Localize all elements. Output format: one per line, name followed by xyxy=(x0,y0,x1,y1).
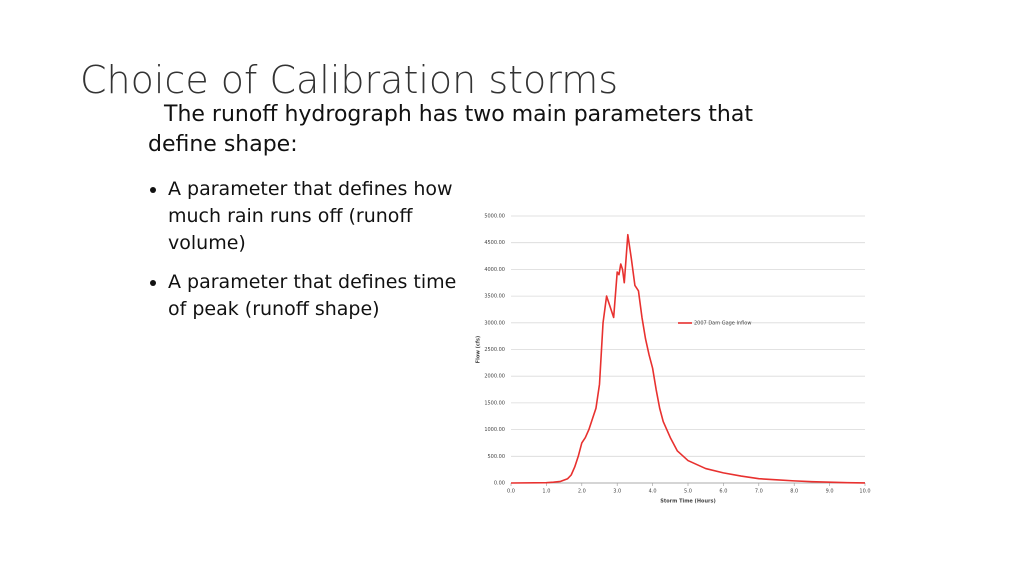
bullet: A parameter that defines how much rain r… xyxy=(168,176,458,257)
x-tick-label: 2.0 xyxy=(578,489,586,495)
x-tick-label: 3.0 xyxy=(613,489,621,495)
y-tick-label: 4500.00 xyxy=(484,240,505,246)
y-tick-label: 2500.00 xyxy=(484,347,505,353)
x-tick-label: 6.0 xyxy=(719,489,727,495)
y-tick-label: 3500.00 xyxy=(484,294,505,300)
x-tick-label: 1.0 xyxy=(542,489,550,495)
y-tick-label: 2000.00 xyxy=(484,374,505,380)
intro-text: The runoff hydrograph has two main param… xyxy=(148,102,753,157)
x-tick-label: 5.0 xyxy=(684,489,692,495)
y-tick-label: 3000.00 xyxy=(484,320,505,326)
slide-title: Choice of Calibration storms xyxy=(80,58,619,102)
bullet-list: A parameter that defines how much rain r… xyxy=(148,176,458,335)
y-tick-label: 500.00 xyxy=(488,454,506,460)
legend-label: 2007 Dam Gage Inflow xyxy=(694,321,751,327)
y-tick-label: 5000.00 xyxy=(484,214,505,220)
data-line xyxy=(510,233,866,484)
y-tick-label: 0.00 xyxy=(494,481,505,487)
bullet: A parameter that defines time of peak (r… xyxy=(168,269,458,323)
x-tick-label: 7.0 xyxy=(755,489,763,495)
y-tick-label: 1500.00 xyxy=(484,400,505,406)
y-tick-label: 1000.00 xyxy=(484,427,505,433)
y-tick-label: 4000.00 xyxy=(484,267,505,273)
x-tick-label: 8.0 xyxy=(790,489,798,495)
x-tick-label: 10.0 xyxy=(859,489,870,495)
y-axis-label: Flow (cfs) xyxy=(476,336,482,364)
x-tick-label: 4.0 xyxy=(649,489,657,495)
x-tick-label: 0.0 xyxy=(507,489,515,495)
x-axis-label: Storm Time (Hours) xyxy=(660,499,716,505)
x-tick-label: 9.0 xyxy=(826,489,834,495)
